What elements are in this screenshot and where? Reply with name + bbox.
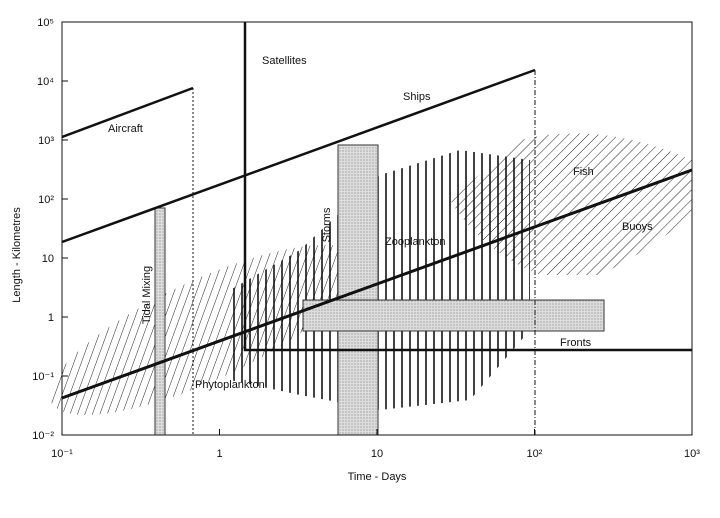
annotation: Storms — [321, 207, 333, 242]
annotations: Satellites Ships Aircraft Fish Buoys Sto… — [108, 55, 653, 391]
annotation: Zooplankton — [385, 236, 446, 248]
y-tick-label: 10⁻² — [32, 430, 54, 442]
zooplankton-region — [230, 150, 530, 410]
y-axis-title: Length - Kilometres — [11, 207, 23, 303]
y-tick-label: 10⁴ — [37, 76, 54, 88]
buoys-line — [61, 168, 693, 400]
x-tick-label: 10⁻¹ — [51, 448, 73, 460]
regions — [49, 133, 692, 436]
y-tick-label: 10³ — [38, 135, 54, 147]
annotation: Fronts — [560, 337, 592, 349]
annotation: Tidal Mixing — [141, 266, 153, 324]
annotation: Fish — [573, 166, 594, 178]
y-tick-label: 10 — [42, 253, 54, 265]
annotation: Satellites — [262, 55, 307, 67]
x-tick-label: 10 — [371, 448, 383, 460]
x-axis-title: Time - Days — [348, 471, 407, 483]
x-tick-label: 1 — [216, 448, 222, 460]
platform-lines — [61, 22, 693, 435]
fronts-box — [302, 299, 605, 332]
satellites-line — [243, 22, 692, 352]
annotation: Ships — [403, 91, 431, 103]
annotation: Buoys — [622, 221, 653, 233]
x-tick-label: 10² — [527, 448, 543, 460]
y-tick-label: 10² — [38, 194, 54, 206]
y-tick-label: 10⁻¹ — [32, 371, 54, 383]
x-tick-label: 10³ — [684, 448, 700, 460]
y-tick-label: 10⁵ — [37, 17, 54, 29]
aircraft-line — [61, 86, 194, 139]
annotation: Phytoplankton — [195, 379, 265, 391]
annotation: Aircraft — [108, 123, 143, 135]
y-tick-label: 1 — [48, 312, 54, 324]
ships-line — [61, 68, 536, 244]
tidal-box — [154, 207, 166, 436]
